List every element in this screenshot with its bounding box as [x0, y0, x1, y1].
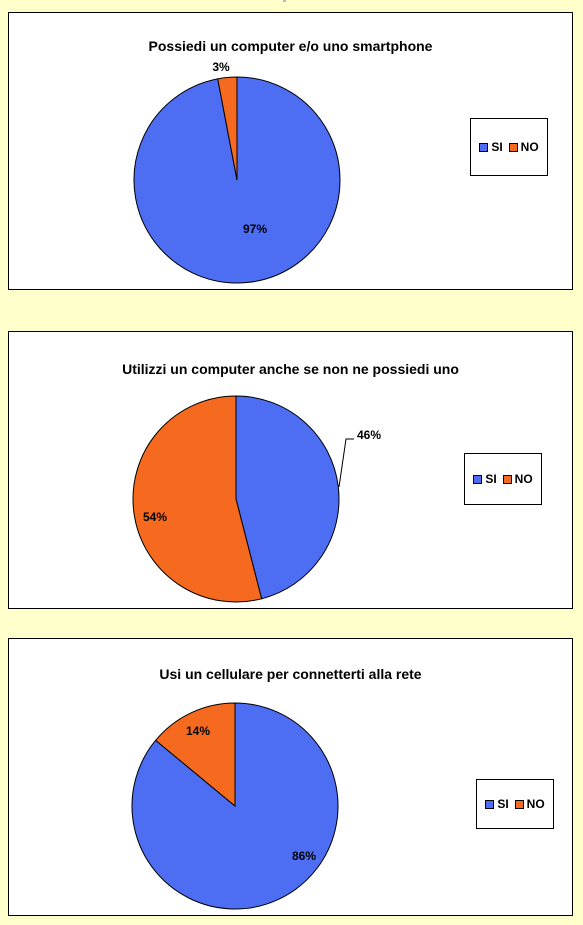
legend: SI NO	[470, 118, 548, 176]
chart-panel-mobile-internet: Usi un cellulare per connetterti alla re…	[8, 638, 573, 916]
legend: SI NO	[476, 779, 554, 829]
legend-item-no: NO	[508, 140, 539, 154]
slice-label-no: 3%	[212, 60, 230, 74]
chart-title: Utilizzi un computer anche se non ne pos…	[122, 361, 459, 377]
legend-item-si: SI	[485, 797, 509, 811]
legend-item-no: NO	[502, 472, 533, 486]
slice-label-si: 97%	[243, 222, 267, 236]
slice-label-no: 14%	[186, 724, 210, 738]
slice-label-si: 86%	[292, 849, 316, 863]
pie-chart: 86% 14%	[131, 702, 339, 910]
pie-slice-no	[132, 395, 263, 603]
slice-label-no: 54%	[143, 510, 167, 524]
pie-chart: 46% 54%	[132, 395, 381, 603]
legend-swatch-si	[479, 142, 489, 152]
legend-item-si: SI	[479, 140, 503, 154]
pie-slice-no	[217, 76, 238, 181]
pie-slice-no	[154, 702, 236, 808]
chart-panel-computer-ownership: Possiedi un computer e/o uno smartphone …	[8, 12, 573, 290]
legend-swatch-no	[508, 142, 518, 152]
legend-swatch-no	[514, 799, 524, 809]
pie-slice-si	[235, 395, 340, 600]
legend-swatch-no	[502, 474, 512, 484]
chart-panel-computer-use: Utilizzi un computer anche se non ne pos…	[8, 331, 573, 609]
legend-swatch-si	[485, 799, 495, 809]
legend: SI NO	[464, 453, 542, 505]
leader-line-si	[338, 438, 354, 488]
chart-title: Possiedi un computer e/o uno smartphone	[148, 38, 433, 54]
pie-chart: 97% 3%	[133, 60, 341, 284]
top-edge-mark	[283, 0, 286, 2]
legend-item-si: SI	[473, 472, 497, 486]
chart-title: Usi un cellulare per connetterti alla re…	[159, 666, 422, 682]
slice-label-si: 46%	[357, 428, 381, 442]
legend-item-no: NO	[514, 797, 545, 811]
legend-swatch-si	[473, 474, 483, 484]
